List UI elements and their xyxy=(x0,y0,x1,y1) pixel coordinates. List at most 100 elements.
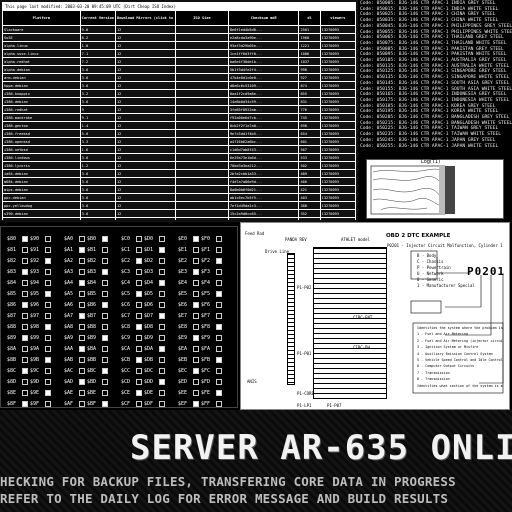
hex-code-label: $A4 xyxy=(64,279,74,286)
table-cell[interactable] xyxy=(174,65,229,74)
hex-glyph-box xyxy=(136,400,142,407)
table-cell[interactable] xyxy=(174,137,229,146)
hex-glyph-box xyxy=(159,334,165,341)
hex-code-label: $A7 xyxy=(64,312,74,319)
table-row: alpha-redhat 7.2 12 ba6e4f30de1b... 1037 1327… xyxy=(2,57,356,66)
hex-code-label: $95 xyxy=(30,290,40,297)
hex-cell: $89 $99 xyxy=(7,332,64,343)
table-cell: 12 xyxy=(114,73,176,82)
table-cell[interactable] xyxy=(174,177,229,186)
table-cell[interactable] xyxy=(174,73,229,82)
table-cell: d8e6c6c53109... xyxy=(227,81,300,90)
hex-glyph-box xyxy=(136,334,142,341)
table-row: s390-debian 3.0 12 15c2a9d0cc65... 352 132700… xyxy=(2,209,356,218)
hex-code-label: $AC xyxy=(64,367,74,374)
hex-cell: $8F $9F xyxy=(7,398,64,407)
table-cell[interactable] xyxy=(174,209,229,218)
hex-code-label: $A9 xyxy=(64,334,74,341)
table-cell: alpha-redhat xyxy=(2,57,81,66)
hex-cell: $A5 $B5 xyxy=(64,288,121,299)
hex-code-label: $87 xyxy=(7,312,17,319)
table-cell[interactable] xyxy=(174,25,229,34)
table-cell[interactable] xyxy=(174,97,229,106)
table-cell[interactable] xyxy=(174,121,229,130)
hex-glyph-box xyxy=(45,257,51,264)
table-cell: 0aa1f2cd9a8e... xyxy=(227,89,300,98)
table-cell[interactable] xyxy=(174,33,229,42)
table-cell: i386-mandrake xyxy=(2,113,81,122)
table-cell: a4f16b62a6bc... xyxy=(227,137,300,146)
hex-cell: $ED $FD xyxy=(178,376,235,387)
table-cell[interactable] xyxy=(174,89,229,98)
table-cell[interactable] xyxy=(174,41,229,50)
code-line: Code: 050125: BJ6-146 CTR APAC-1 SINGAPO… xyxy=(360,69,507,75)
hex-code-label: $C6 xyxy=(121,301,131,308)
table-cell: 2bfa2cbb1a33... xyxy=(227,169,300,178)
table-cell[interactable] xyxy=(174,201,229,210)
table-cell: alpha-linux xyxy=(2,41,81,50)
table-cell: 698 xyxy=(298,121,321,130)
hex-glyph-box xyxy=(45,345,51,352)
obd-legend-item: B - Body xyxy=(417,253,437,258)
table-row: i386-lycoris 1.2 12 70bd3a3ea212... 502 13270… xyxy=(2,161,356,170)
table-row: ia64-debian 3.0 12 2bfa2cbb1a33... 489 132700… xyxy=(2,169,356,178)
table-cell[interactable] xyxy=(174,113,229,122)
table-cell[interactable] xyxy=(174,49,229,58)
hex-code-label: $EE xyxy=(178,389,188,396)
table-cell: 3.0 xyxy=(79,185,116,194)
table-cell: 13270093 xyxy=(319,105,356,114)
hex-glyph-box xyxy=(102,367,108,374)
hex-cell: $81 $91 xyxy=(7,244,64,255)
code-line: Code: 050155: BJ6-146 CTR APAC-1 SOUTH A… xyxy=(360,86,512,92)
table-cell: 3.2 xyxy=(79,89,116,98)
table-row: i386-openbsd 3.3 12 a4f16b62a6bc... 601 13270… xyxy=(2,137,356,146)
table-cell[interactable] xyxy=(174,145,229,154)
hex-cell: $E4 $F4 xyxy=(178,277,235,288)
table-cell: 13270093 xyxy=(319,193,356,202)
hex-cell: $87 $97 xyxy=(7,310,64,321)
hex-glyph-box xyxy=(216,268,222,275)
table-cell[interactable] xyxy=(174,217,229,220)
table-cell[interactable] xyxy=(174,153,229,162)
table-note: This page last modified: 2003-03-20 09:4… xyxy=(5,4,176,9)
table-cell: 12 xyxy=(114,97,176,106)
hex-glyph-box xyxy=(102,323,108,330)
table-cell: 3.0 xyxy=(79,73,116,82)
table-cell[interactable] xyxy=(174,105,229,114)
table-cell: 12 xyxy=(114,169,176,178)
hex-code-label: $9A xyxy=(30,345,40,352)
table-cell[interactable] xyxy=(174,193,229,202)
hex-code-label: $A5 xyxy=(64,290,74,297)
hex-cell: $AF $BF xyxy=(64,398,121,407)
hex-glyph-box xyxy=(102,301,108,308)
table-cell: 1037 xyxy=(298,57,321,66)
athlet-model-column xyxy=(313,247,387,399)
hex-code-label: $93 xyxy=(30,268,40,275)
table-cell[interactable] xyxy=(174,129,229,138)
table-cell[interactable] xyxy=(174,81,229,90)
table-cell[interactable] xyxy=(174,169,229,178)
table-cell: f4d7a7a86e9d... xyxy=(227,177,300,186)
table-cell: 12 xyxy=(114,209,176,218)
table-cell[interactable] xyxy=(174,161,229,170)
table-cell[interactable] xyxy=(174,57,229,66)
hex-code-label: $86 xyxy=(7,301,17,308)
table-cell: 13270093 xyxy=(319,209,356,218)
hex-code-label: $BE xyxy=(87,389,97,396)
table-cell: i386-lindows xyxy=(2,153,81,162)
code-line: Code: 050075: BJ6-146 CTR APAC-1 THAILAN… xyxy=(360,40,507,46)
hex-glyph-box xyxy=(102,334,108,341)
table-cell: i386-gentoo xyxy=(2,121,81,130)
hex-glyph-box xyxy=(193,367,199,374)
table-cell: 9.1 xyxy=(79,113,116,122)
hex-glyph-box xyxy=(102,246,108,253)
hex-glyph-box xyxy=(216,389,222,396)
table-cell: 745 xyxy=(298,113,321,122)
table-cell: ppc-debian xyxy=(2,193,81,202)
hex-glyph-box xyxy=(193,356,199,363)
hex-code-label: $E3 xyxy=(178,268,188,275)
hex-cell: $C5 $D5 xyxy=(121,288,178,299)
hex-code-label: $E0 xyxy=(178,235,188,242)
hex-code-label: $FD xyxy=(201,378,211,385)
table-cell[interactable] xyxy=(174,185,229,194)
